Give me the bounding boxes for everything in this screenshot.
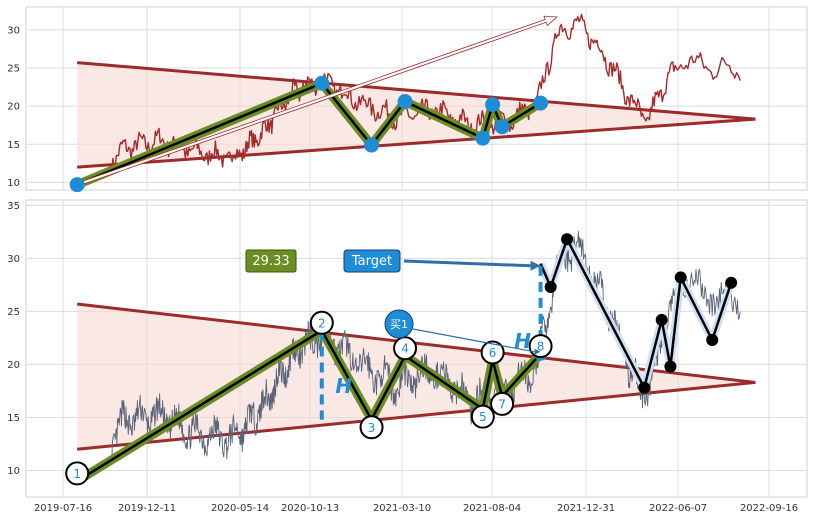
projection-point <box>664 360 677 373</box>
pivot-marker: 1 <box>65 461 90 486</box>
pivot-marker: 6 <box>480 340 505 365</box>
top-content <box>69 13 756 193</box>
top-y-tick-label: 10 <box>7 178 20 189</box>
projection-point <box>655 313 668 326</box>
projection-point <box>561 233 574 246</box>
buy-arrow-head <box>534 348 541 355</box>
bottom-y-tick-label: 35 <box>7 201 20 212</box>
x-tick-label: 2020-10-13 <box>281 503 339 514</box>
pivot-number: 1 <box>73 467 81 481</box>
pivot-marker: 3 <box>359 415 384 440</box>
price-box-label: 29.33 <box>252 254 289 269</box>
top-upper-trendline <box>77 61 756 121</box>
target-arrow-head <box>530 260 541 271</box>
x-tick-label: 2021-12-31 <box>557 503 615 514</box>
top-y-tick-label: 15 <box>7 140 20 151</box>
top-pivot-point <box>475 130 491 146</box>
top-arrow <box>76 15 558 187</box>
top-pivot-point <box>314 75 330 91</box>
pivot-circle <box>490 391 515 416</box>
top-pivot-point <box>533 95 549 111</box>
top-y-tick-label: 30 <box>7 25 20 36</box>
pivot-number: 8 <box>537 340 545 354</box>
pivot-number: 4 <box>401 342 409 356</box>
pivot-circle <box>309 310 334 335</box>
x-tick-label: 2019-12-11 <box>118 503 176 514</box>
x-tick-label: 2019-07-16 <box>34 503 92 514</box>
top-y-tick-label: 20 <box>7 102 20 113</box>
target-label: Target <box>351 254 392 269</box>
bottom-y-tick-label: 10 <box>7 466 20 477</box>
pivot-circle <box>359 415 384 440</box>
bottom-y-tick-label: 15 <box>7 413 20 424</box>
pivot-circle <box>393 336 418 361</box>
bottom-upper-trendline <box>77 302 756 384</box>
top-arrow-shape <box>76 15 558 187</box>
top-pivot-point <box>397 94 413 110</box>
pivot-number: 6 <box>489 346 497 360</box>
pivot-marker: 2 <box>309 310 334 335</box>
price-box: 29.33 <box>245 249 297 273</box>
top-lower-trendline <box>77 117 756 169</box>
buy-marker: 买1 <box>384 309 541 355</box>
bottom-triangle-fill <box>77 303 756 450</box>
pivot-circle <box>65 461 90 486</box>
pivot-marker: 5 <box>470 404 495 429</box>
h-label: H <box>514 329 531 353</box>
top-panel: 10 15 20 25 30 <box>7 6 808 193</box>
bottom-y-ticks: 10 15 20 25 30 35 <box>7 201 20 477</box>
buy-label: 买1 <box>390 318 408 331</box>
h-label: H <box>335 374 352 398</box>
x-tick-label: 2022-06-07 <box>649 503 707 514</box>
top-y-ticks: 10 15 20 25 30 <box>7 25 20 189</box>
bottom-y-tick-label: 30 <box>7 254 20 265</box>
pivot-number: 3 <box>368 421 376 435</box>
pivot-number: 2 <box>318 316 326 330</box>
buy-circle <box>384 309 414 339</box>
pivot-marker: 7 <box>490 391 515 416</box>
projection-point <box>674 271 687 284</box>
target-box-bg <box>343 249 401 273</box>
x-tick-label: 2020-05-14 <box>211 503 269 514</box>
pivot-number: 5 <box>479 410 487 424</box>
projection-point <box>725 276 738 289</box>
pivot-circle <box>470 404 495 429</box>
target-arrow-line <box>403 259 531 268</box>
pivot-circle <box>480 340 505 365</box>
bottom-zigzag-line <box>76 329 542 483</box>
projection-point <box>544 280 557 293</box>
projection-point <box>706 334 719 347</box>
x-tick-label: 2021-03-10 <box>373 503 431 514</box>
x-tick-label: 2021-08-04 <box>463 503 521 514</box>
pivot-marker: 4 <box>393 336 418 361</box>
buy-arrow-line <box>412 328 535 353</box>
bottom-y-tick-label: 25 <box>7 307 20 318</box>
target-annotation: Target <box>343 249 541 273</box>
pivot-number: 7 <box>498 397 506 411</box>
top-pivot-point <box>485 97 501 113</box>
top-pivot-point <box>494 119 510 135</box>
x-tick-label: 2022-09-16 <box>740 503 798 514</box>
bottom-content: H H 1 2 3 4 5 6 7 8 29.33 Target 买1 <box>65 230 756 486</box>
top-pivot-point <box>364 137 380 153</box>
top-y-tick-label: 25 <box>7 64 20 75</box>
price-box-bg <box>245 249 297 273</box>
projection-point <box>638 381 651 394</box>
bottom-x-ticks: 2019-07-16 2019-12-11 2020-05-14 2020-10-13… <box>34 503 798 514</box>
bottom-y-tick-label: 20 <box>7 360 20 371</box>
top-pivot-point <box>69 177 85 193</box>
